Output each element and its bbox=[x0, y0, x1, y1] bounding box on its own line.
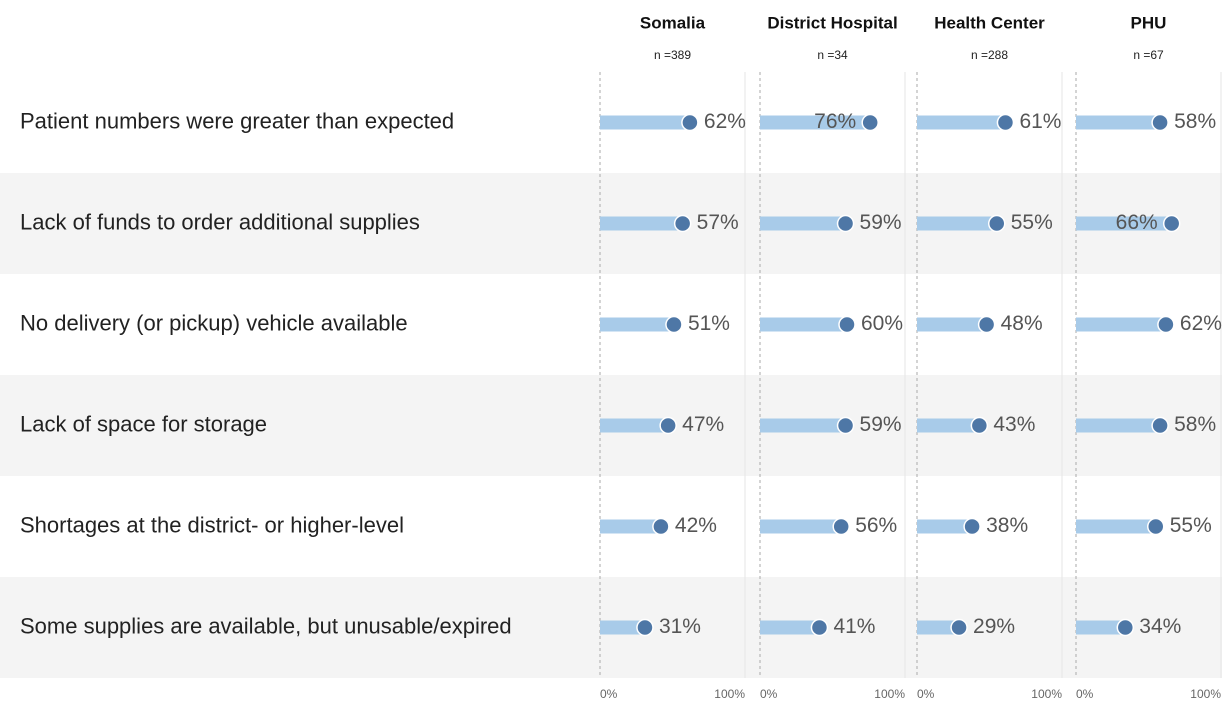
dot bbox=[1151, 416, 1169, 435]
value-label: 43% bbox=[993, 413, 1035, 436]
dot bbox=[832, 517, 850, 536]
bar bbox=[1076, 519, 1156, 534]
category-label: Patient numbers were greater than expect… bbox=[20, 108, 454, 133]
x-tick-label: 100% bbox=[874, 687, 905, 701]
x-tick-label: 0% bbox=[600, 687, 618, 701]
x-tick-label: 100% bbox=[1031, 687, 1062, 701]
dot bbox=[1162, 214, 1181, 233]
value-label: 60% bbox=[861, 312, 903, 335]
dot bbox=[988, 214, 1006, 233]
dot bbox=[1116, 618, 1135, 637]
bar bbox=[917, 620, 960, 635]
dot bbox=[681, 113, 699, 132]
dot bbox=[977, 315, 996, 334]
panel-subtitle: n =389 bbox=[654, 48, 691, 62]
value-label: 42% bbox=[675, 514, 717, 537]
dot bbox=[836, 416, 855, 435]
panel-subtitle: n =288 bbox=[971, 48, 1008, 62]
bar bbox=[600, 620, 645, 635]
category-label: Lack of space for storage bbox=[20, 411, 267, 436]
x-tick-label: 0% bbox=[760, 687, 778, 701]
dot bbox=[1151, 113, 1169, 132]
category-label: Some supplies are available, but unusabl… bbox=[20, 613, 512, 638]
value-label: 38% bbox=[986, 514, 1028, 537]
dot bbox=[836, 214, 855, 233]
value-label: 61% bbox=[1019, 110, 1061, 133]
panel-title: District Hospital bbox=[767, 13, 897, 32]
dot bbox=[1147, 517, 1165, 536]
value-label: 55% bbox=[1011, 211, 1053, 234]
bar bbox=[600, 216, 683, 231]
dot bbox=[970, 416, 989, 435]
value-label: 51% bbox=[688, 312, 730, 335]
bar bbox=[760, 317, 847, 332]
category-label: No delivery (or pickup) vehicle availabl… bbox=[20, 310, 408, 335]
bar bbox=[1076, 115, 1161, 130]
dot bbox=[810, 618, 829, 637]
x-tick-label: 0% bbox=[917, 687, 935, 701]
bar bbox=[600, 317, 674, 332]
bar bbox=[600, 418, 669, 433]
dot bbox=[996, 113, 1015, 132]
panel-subtitle: n =34 bbox=[817, 48, 848, 62]
value-label: 34% bbox=[1139, 615, 1181, 638]
value-label: 57% bbox=[697, 211, 739, 234]
panel-subtitle: n =67 bbox=[1133, 48, 1164, 62]
dot bbox=[673, 214, 692, 233]
value-label: 58% bbox=[1174, 413, 1216, 436]
bar bbox=[917, 418, 980, 433]
value-label: 66% bbox=[1116, 211, 1158, 234]
bar bbox=[1076, 418, 1161, 433]
category-label: Shortages at the district- or higher-lev… bbox=[20, 512, 404, 537]
panel-title: Health Center bbox=[934, 13, 1045, 32]
value-label: 56% bbox=[855, 514, 897, 537]
value-label: 59% bbox=[860, 413, 902, 436]
bar bbox=[760, 519, 842, 534]
value-label: 62% bbox=[704, 110, 746, 133]
dot bbox=[963, 517, 981, 536]
bar bbox=[600, 115, 690, 130]
value-label: 29% bbox=[973, 615, 1015, 638]
dot bbox=[861, 113, 879, 132]
value-label: 41% bbox=[833, 615, 875, 638]
dot bbox=[1157, 315, 1175, 334]
dot bbox=[659, 416, 677, 435]
x-tick-label: 100% bbox=[1190, 687, 1221, 701]
dot bbox=[636, 618, 654, 637]
value-label: 76% bbox=[814, 110, 856, 133]
bar bbox=[917, 519, 973, 534]
value-label: 31% bbox=[659, 615, 701, 638]
bar bbox=[917, 317, 987, 332]
dot bbox=[838, 315, 856, 334]
panel-title: Somalia bbox=[640, 13, 706, 32]
bar bbox=[760, 216, 846, 231]
value-label: 58% bbox=[1174, 110, 1216, 133]
bar bbox=[917, 115, 1006, 130]
x-tick-label: 0% bbox=[1076, 687, 1094, 701]
value-label: 48% bbox=[1001, 312, 1043, 335]
dot bbox=[950, 618, 968, 637]
bar bbox=[1076, 216, 1172, 231]
bar bbox=[760, 620, 820, 635]
bar bbox=[600, 519, 661, 534]
bar bbox=[917, 216, 997, 231]
dot bbox=[665, 315, 683, 334]
bar bbox=[760, 418, 846, 433]
value-label: 47% bbox=[682, 413, 724, 436]
bar bbox=[1076, 317, 1166, 332]
x-tick-label: 100% bbox=[714, 687, 745, 701]
value-label: 62% bbox=[1180, 312, 1222, 335]
value-label: 55% bbox=[1170, 514, 1212, 537]
category-label: Lack of funds to order additional suppli… bbox=[20, 209, 420, 234]
panel-title: PHU bbox=[1131, 13, 1167, 32]
dot bbox=[652, 517, 670, 536]
value-label: 59% bbox=[860, 211, 902, 234]
bar bbox=[760, 115, 871, 130]
bar bbox=[1076, 620, 1126, 635]
